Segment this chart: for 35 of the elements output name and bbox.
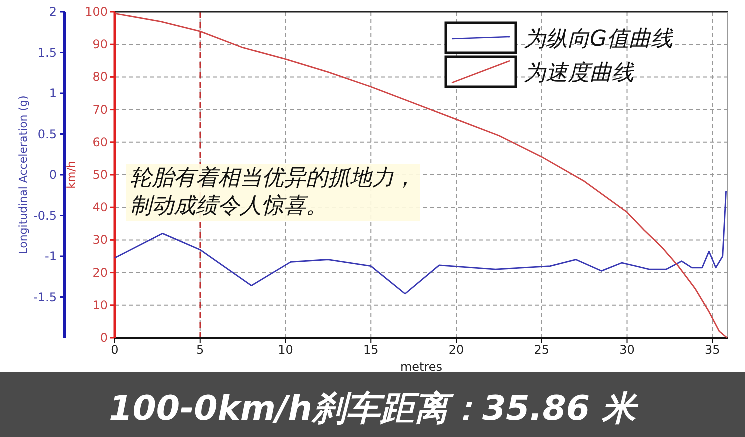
x-tick-label: 10 <box>278 343 294 357</box>
x-tick-label: 35 <box>704 343 720 357</box>
x-tick-label: 0 <box>111 343 119 357</box>
y2-tick-label: 10 <box>92 298 108 312</box>
y2-tick-label: 0 <box>100 331 108 345</box>
y-tick-label: -1.5 <box>34 290 57 304</box>
x-tick-label: 25 <box>534 343 550 357</box>
y-tick-label: 2 <box>49 5 57 19</box>
x-tick-label: 30 <box>620 343 635 357</box>
y2-tick-label: 40 <box>92 200 108 215</box>
y2-tick-label: 60 <box>92 135 108 150</box>
y2-axis-title: km/h <box>65 161 78 189</box>
x-axis-title: metres <box>400 360 443 374</box>
line-series <box>114 190 727 295</box>
legend-label: 为速度曲线 <box>524 61 635 86</box>
text: 100-0km/h刹车距离：35.86 米 <box>109 389 639 429</box>
y-tick-label: -1 <box>45 250 57 264</box>
legend-label: 为纵向G值曲线 <box>524 27 674 52</box>
y-tick-label: 1 <box>49 86 57 100</box>
y-tick-label: 1.5 <box>38 46 57 60</box>
y2-tick-label: 100 <box>85 5 108 19</box>
y2-tick-label: 80 <box>92 70 108 84</box>
y2-tick-label: 70 <box>92 102 108 117</box>
y2-tick-label: 20 <box>92 266 108 280</box>
x-tick-label: 15 <box>363 343 379 357</box>
y-tick-label: -0.5 <box>34 208 57 223</box>
y2-tick-label: 30 <box>92 233 108 248</box>
y-axis-title: Longitudinal Acceleration (g) <box>17 96 30 254</box>
x-tick-label: 5 <box>196 343 204 357</box>
y2-tick-label: 50 <box>92 168 108 182</box>
x-tick-label: 20 <box>448 343 464 357</box>
y2-tick-label: 90 <box>92 38 108 52</box>
y-tick-label: 0.5 <box>38 127 57 142</box>
y-tick-label: 0 <box>49 168 57 182</box>
annotation: 轮胎有着相当优异的抓地力，制动成绩令人惊喜。 <box>130 166 416 219</box>
